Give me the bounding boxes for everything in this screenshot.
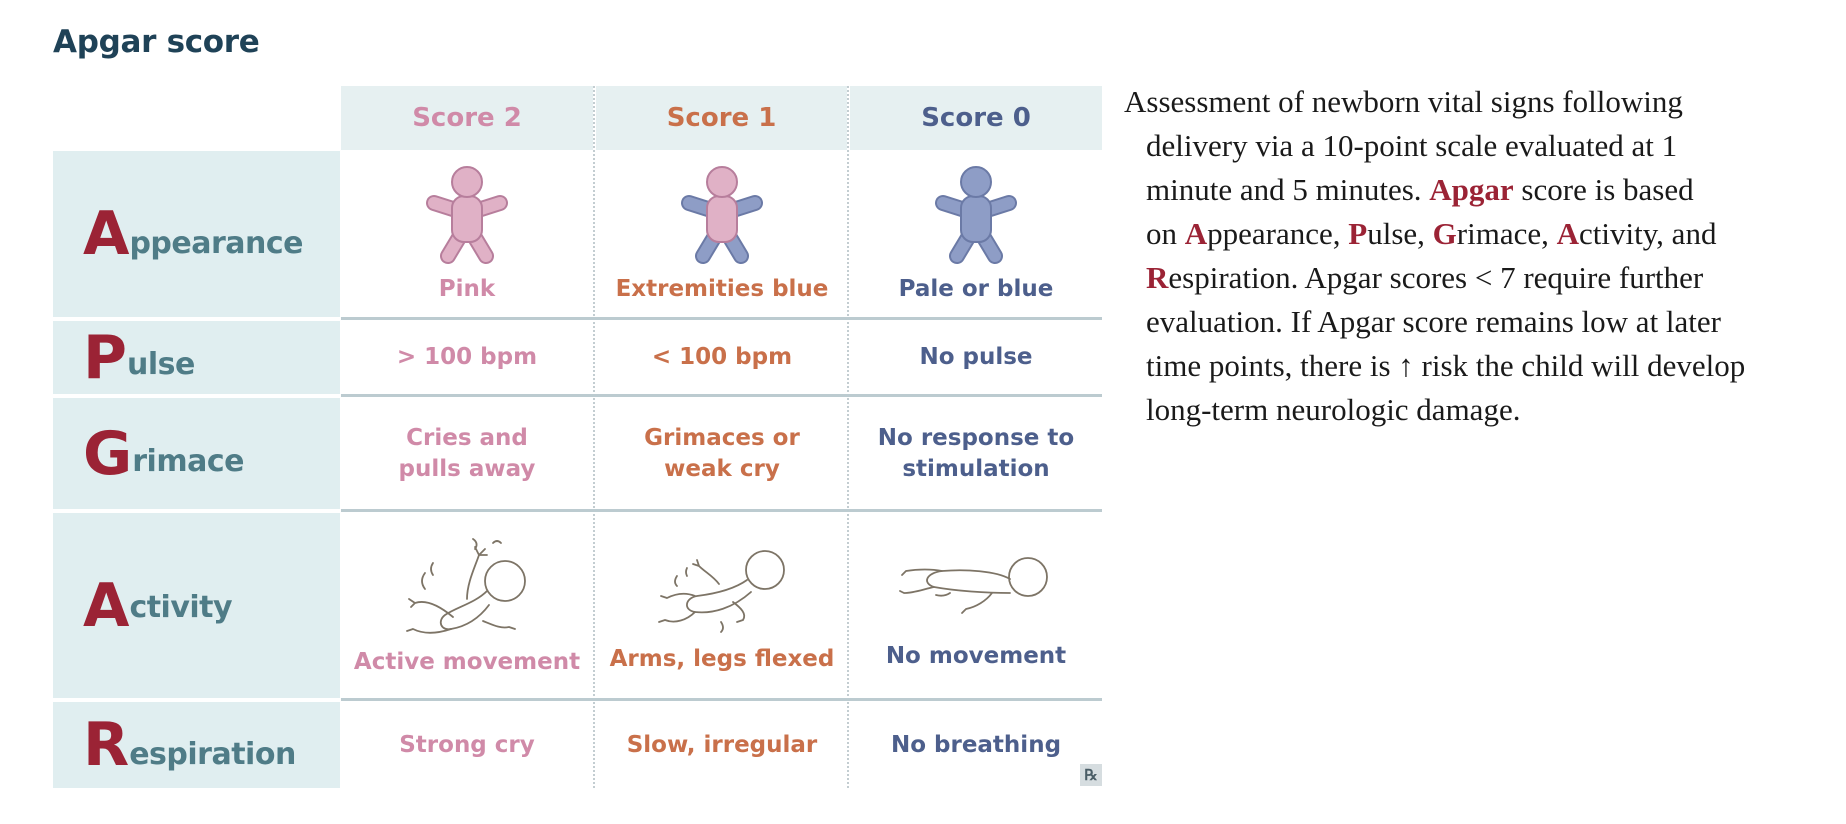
cell-text: Pink: [438, 275, 496, 302]
description-line: on Appearance, Pulse, Grimace, Activity,…: [1124, 212, 1824, 256]
description-paragraph: Assessment of newborn vital signs follow…: [1124, 80, 1824, 432]
cell-respiration-score0: No breathing: [890, 731, 1062, 758]
cell-appearance-score1: Extremities blue: [596, 151, 848, 317]
cell-appearance-score0: Pale or blue: [850, 151, 1102, 317]
cell-text: Arms, legs flexed: [609, 646, 835, 672]
row-divider: [341, 394, 1102, 397]
row-initial: G: [83, 418, 133, 489]
baby-pink-icon: [426, 165, 508, 264]
text-run: ctivity, and: [1578, 216, 1717, 251]
highlight-letter: P: [1348, 216, 1368, 251]
cell-text: Extremities blue: [615, 275, 829, 302]
cell-activity-score0: No movement: [850, 513, 1102, 698]
description-line: time points, there is ↑ risk the child w…: [1146, 348, 1746, 383]
cell-text-line: Cries and: [406, 424, 528, 451]
row-initial: A: [83, 570, 130, 641]
highlight-letter: A: [1556, 216, 1579, 251]
cell-text-line: No response to: [877, 424, 1075, 451]
highlight-letter: R: [1146, 260, 1169, 295]
cell-text-line: pulls away: [398, 455, 536, 482]
cell-grimace-score0: No response to stimulation: [850, 398, 1102, 509]
description-line: Respiration. Apgar scores < 7 require fu…: [1124, 256, 1824, 300]
baby-flexed-icon: [658, 550, 785, 633]
text-run: minute and 5 minutes.: [1146, 172, 1430, 207]
description-line: Assessment of newborn vital signs follow…: [1124, 84, 1683, 119]
row-label-text: ctivity: [129, 590, 233, 625]
rx-badge-icon: ℞: [1080, 764, 1102, 786]
cell-text-line: weak cry: [664, 455, 780, 482]
cell-activity-score2: Active movement: [341, 513, 593, 698]
cell-text: Active movement: [353, 649, 581, 675]
header-score-2: Score 2: [341, 86, 593, 150]
cell-text: Pale or blue: [898, 275, 1054, 302]
text-run: ulse,: [1367, 216, 1433, 251]
row-initial: P: [83, 322, 127, 393]
text-run: espiration. Apgar scores < 7 require fur…: [1168, 260, 1704, 295]
description-line: delivery via a 10-point scale evaluated …: [1146, 128, 1678, 163]
highlight-apgar: Apgar: [1429, 172, 1514, 207]
row-initial: A: [83, 199, 130, 269]
cell-respiration-score2: Strong cry: [399, 731, 535, 758]
cell-pulse-score0: No pulse: [919, 344, 1033, 370]
text-run: rimace,: [1456, 216, 1557, 251]
row-label-text: rimace: [132, 444, 244, 479]
row-label-text: ppearance: [129, 226, 304, 261]
cell-text-line: stimulation: [902, 455, 1050, 482]
baby-limp-icon: [899, 557, 1048, 614]
cell-pulse-score2: > 100 bpm: [396, 344, 538, 370]
description-line: long-term neurologic damage.: [1146, 392, 1521, 427]
column-divider: [593, 86, 595, 788]
row-label-text: ulse: [126, 347, 195, 382]
column-divider: [847, 86, 849, 788]
baby-blue-icon: [935, 165, 1017, 264]
baby-active-icon: [406, 538, 526, 634]
text-run: on: [1146, 216, 1185, 251]
text-run: score is based: [1513, 172, 1694, 207]
header-score-1: Score 1: [596, 86, 847, 150]
baby-blue-extremities-icon: [681, 165, 763, 264]
highlight-letter: G: [1432, 216, 1457, 251]
cell-text-line: Grimaces or: [644, 424, 800, 451]
cell-text: No movement: [885, 643, 1067, 669]
page-title: Apgar score: [53, 24, 260, 60]
row-divider: [341, 317, 1102, 320]
row-divider: [341, 698, 1102, 701]
cell-grimace-score1: Grimaces or weak cry: [596, 398, 848, 509]
cell-activity-score1: Arms, legs flexed: [596, 513, 848, 698]
row-divider: [341, 509, 1102, 512]
description-line: evaluation. If Apgar score remains low a…: [1146, 304, 1721, 339]
cell-grimace-score2: Cries and pulls away: [341, 398, 593, 509]
cell-appearance-score2: Pink: [341, 151, 593, 317]
text-run: ppearance,: [1207, 216, 1349, 251]
cell-respiration-score1: Slow, irregular: [626, 731, 818, 758]
cell-pulse-score1: < 100 bpm: [651, 344, 793, 370]
row-initial: R: [83, 710, 130, 780]
description-line: minute and 5 minutes. Apgar score is bas…: [1124, 168, 1824, 212]
row-label-text: espiration: [129, 737, 296, 772]
header-score-0: Score 0: [850, 86, 1102, 150]
highlight-letter: A: [1184, 216, 1208, 251]
